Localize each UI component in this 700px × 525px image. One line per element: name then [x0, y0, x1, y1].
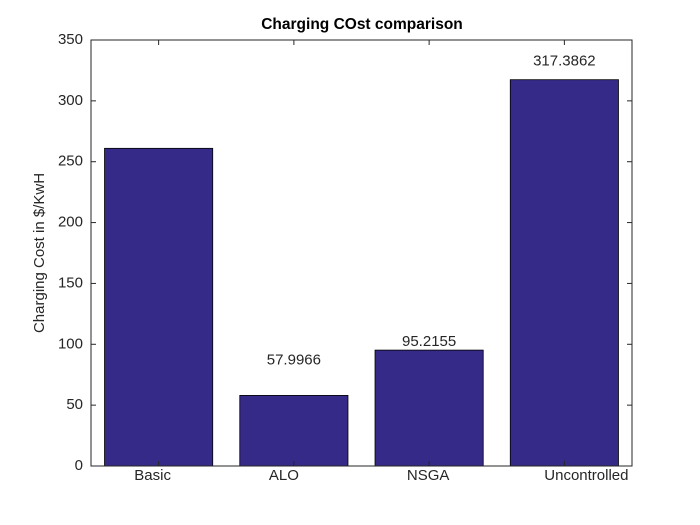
bar — [374, 349, 484, 467]
y-tick-label: 200 — [58, 214, 83, 231]
y-tick-label: 350 — [58, 31, 83, 48]
y-tick-label: 150 — [58, 274, 83, 291]
data-label: 57.9966 — [267, 351, 321, 368]
bar — [104, 147, 214, 467]
data-label: 95.2155 — [402, 333, 456, 350]
x-tick-label: Uncontrolled — [544, 467, 628, 484]
y-tick-label: 100 — [58, 335, 83, 352]
x-tick-label: NSGA — [407, 467, 450, 484]
y-tick-label: 300 — [58, 92, 83, 109]
y-tick-label: 50 — [66, 396, 83, 413]
y-tick-label: 250 — [58, 153, 83, 170]
bar — [239, 395, 349, 467]
data-label: 317.3862 — [533, 53, 596, 70]
chart-title: Charging COst comparison — [261, 16, 463, 33]
y-tick-label: 0 — [75, 457, 83, 474]
bar — [509, 79, 619, 467]
plot-frame — [90, 39, 633, 467]
x-tick-label: ALO — [269, 467, 299, 484]
x-tick-label: Basic — [134, 467, 171, 484]
y-axis-label: Charging Cost in $/KwH — [31, 173, 48, 333]
